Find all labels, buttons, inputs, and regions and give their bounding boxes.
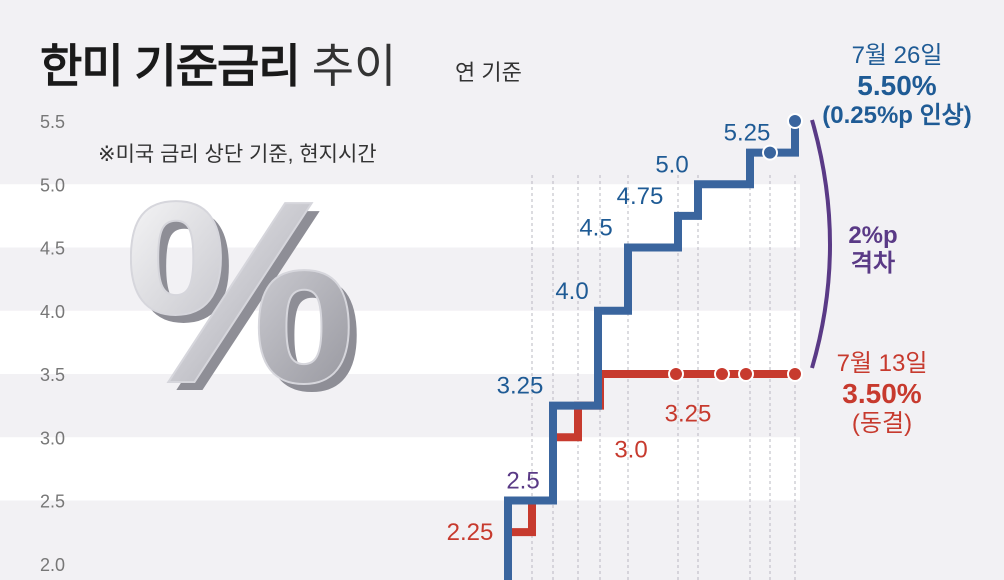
y-tick-label: 5.5: [40, 112, 65, 132]
point-kr: [668, 366, 684, 382]
grid-band: [0, 184, 800, 248]
y-tick-label: 3.0: [40, 428, 65, 448]
y-axis: 5.5 5.0 4.5 4.0 3.5 3.0 2.5 2.0: [40, 112, 65, 575]
data-label-us: 5.0: [655, 151, 688, 178]
grid-bands: [0, 184, 800, 501]
point-us: [762, 144, 778, 161]
percent-decoration: % %: [130, 160, 360, 420]
us-change: (0.25%p 인상): [822, 101, 972, 129]
data-label-us: 4.75: [617, 183, 664, 210]
y-tick-label: 2.0: [40, 555, 65, 575]
grid-band: [0, 437, 800, 501]
data-label-us: 4.5: [579, 215, 612, 242]
us-annotation: 7월 26일 5.50% (0.25%p 인상): [812, 42, 982, 129]
grid-band: [0, 310, 800, 374]
data-labels: 2.53.254.04.54.755.05.251.752.253.03.25: [447, 120, 771, 547]
gap-value: 2%p: [848, 222, 898, 249]
data-label-kr: 3.25: [665, 401, 712, 428]
svg-text:%: %: [132, 160, 360, 420]
y-tick-label: 4.0: [40, 302, 65, 322]
y-tick-label: 3.5: [40, 365, 65, 385]
y-tick-label: 5.0: [40, 175, 65, 195]
kr-rate: 3.50%: [842, 377, 922, 409]
chart-title: 한미 기준금리 추이: [40, 30, 396, 96]
gap-brace: [810, 119, 832, 369]
point-kr: [714, 366, 730, 382]
data-label-kr: 2.25: [447, 519, 494, 546]
y-tick-label: 4.5: [40, 239, 65, 259]
point-us: [787, 113, 803, 129]
svg-text:%: %: [130, 160, 356, 420]
point-kr: [787, 366, 803, 382]
data-label-kr: 3.0: [614, 436, 647, 463]
gap-label: 격차: [850, 249, 896, 277]
us-date: 7월 26일: [851, 42, 943, 69]
data-label-us: 3.25: [497, 373, 544, 400]
data-label-us: 2.5: [506, 468, 539, 495]
y-tick-label: 2.5: [40, 492, 65, 512]
title-main: 한미 기준금리: [40, 40, 301, 92]
kr-change: (동결): [851, 409, 913, 437]
series-lines: [504, 113, 803, 580]
gap-annotation: 2%p 격차: [828, 222, 918, 277]
point-kr: [738, 366, 754, 382]
unit-note: 연 기준: [455, 60, 522, 85]
footnote: ※미국 금리 상단 기준, 현지시간: [98, 143, 377, 166]
series-line-us: [504, 121, 799, 580]
title-sub: 추이: [311, 40, 397, 92]
kr-date: 7월 13일: [836, 350, 928, 377]
data-label-us: 5.25: [724, 120, 771, 147]
data-label-us: 4.0: [555, 278, 588, 305]
us-rate: 5.50%: [857, 69, 937, 101]
kr-annotation: 7월 13일 3.50% (동결): [822, 350, 942, 437]
